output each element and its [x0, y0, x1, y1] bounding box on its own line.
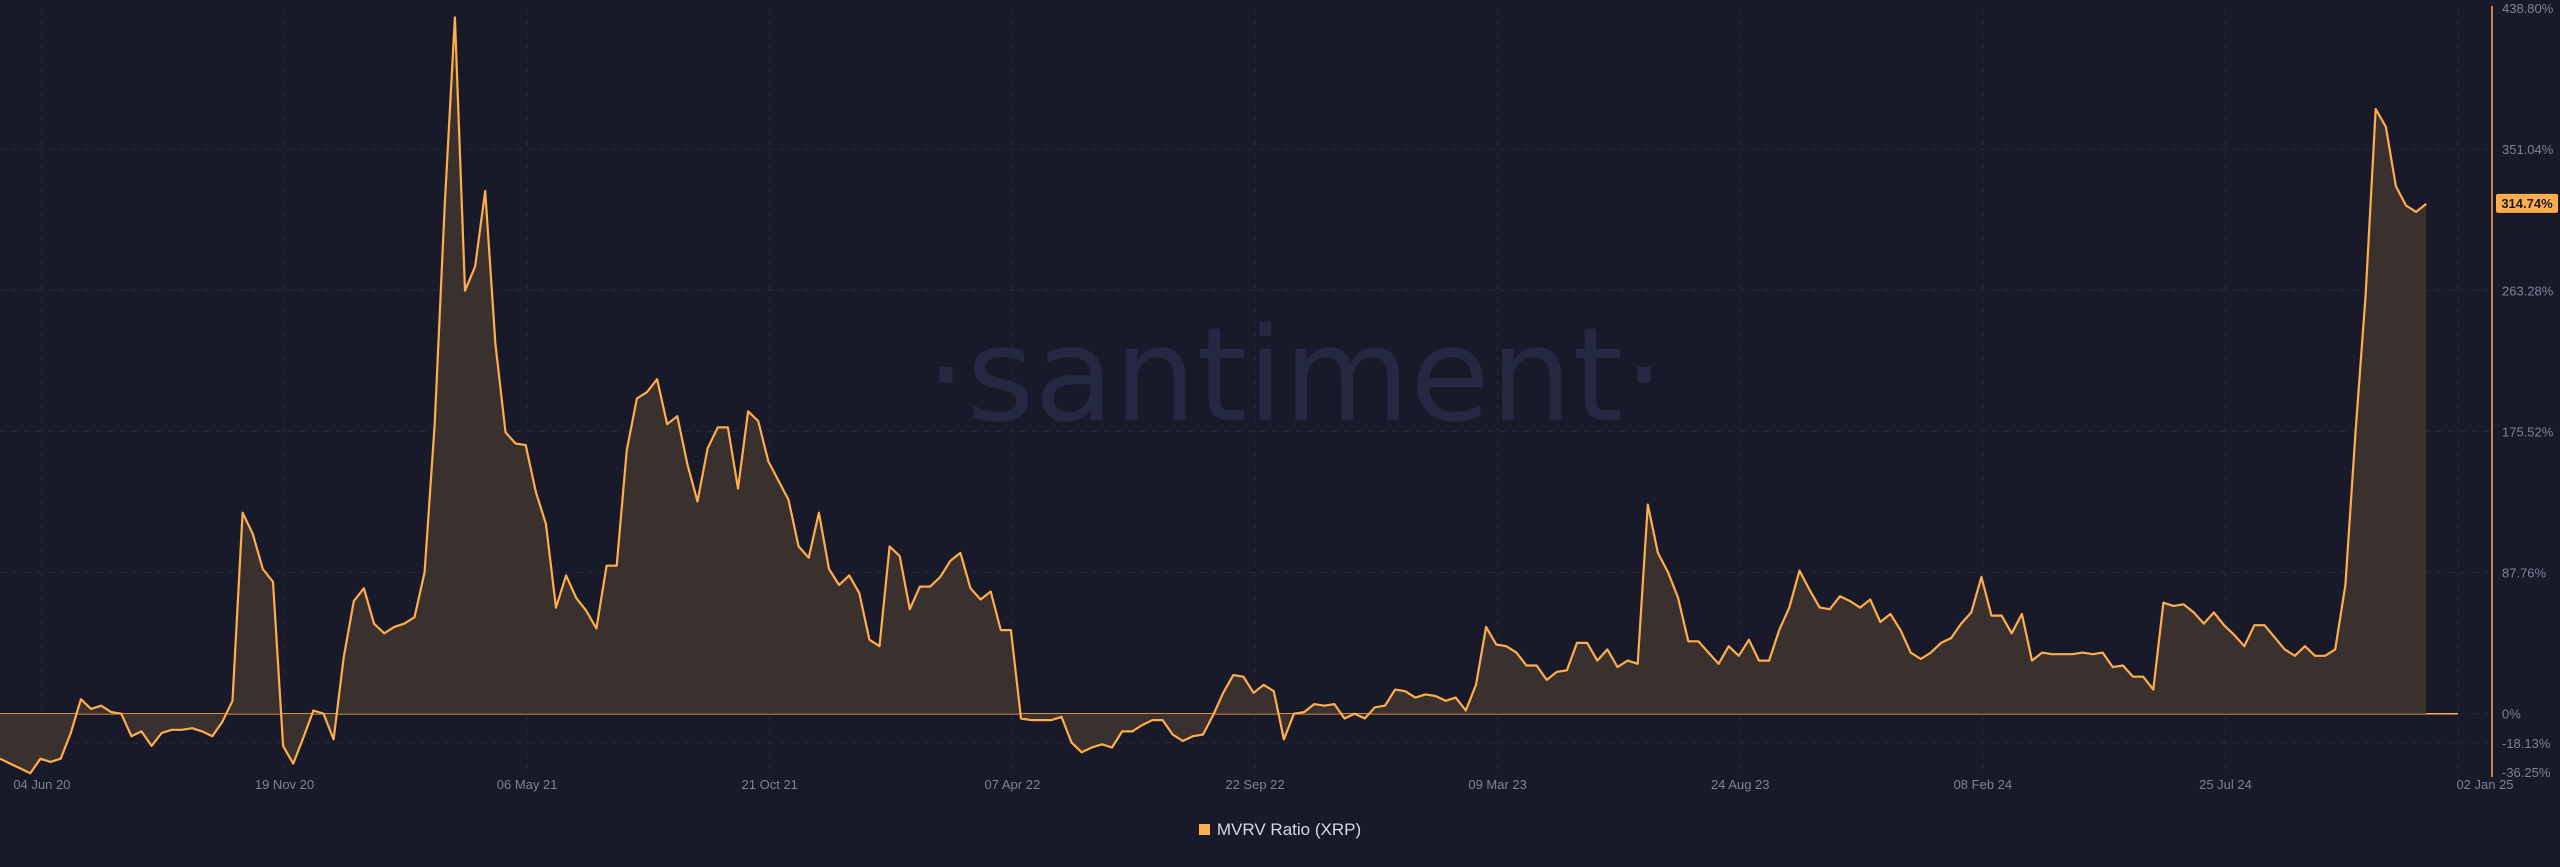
- mvrv-line[interactable]: [0, 16, 2427, 775]
- y-tick-label: -36.25%: [2502, 765, 2551, 780]
- x-tick-label: 19 Nov 20: [255, 777, 314, 792]
- last-value-label: 314.74%: [2501, 196, 2553, 211]
- y-tick-label: 87.76%: [2502, 566, 2547, 581]
- last-value-badge: 314.74%: [2496, 193, 2558, 213]
- y-axis-ticks: 438.80% 351.04% 263.28% 175.52% 87.76% 0% -18.…: [2502, 1, 2554, 780]
- x-tick-label: 09 Mar 23: [1468, 777, 1527, 792]
- legend[interactable]: MVRV Ratio (XRP): [0, 820, 2560, 840]
- y-tick-label: 263.28%: [2502, 283, 2554, 298]
- x-tick-label: 22 Sep 22: [1225, 777, 1284, 792]
- x-tick-label: 07 Apr 22: [985, 777, 1041, 792]
- y-tick-label: 351.04%: [2502, 142, 2554, 157]
- y-tick-label: 175.52%: [2502, 424, 2554, 439]
- y-tick-label: 438.80%: [2502, 1, 2554, 16]
- mvrv-area-fill: [0, 17, 2427, 774]
- legend-label: MVRV Ratio (XRP): [1216, 820, 1362, 839]
- legend-swatch: [1198, 824, 1210, 835]
- x-tick-label: 21 Oct 21: [742, 777, 798, 792]
- y-tick-label: 0%: [2502, 707, 2521, 722]
- y-tick-label: -18.13%: [2502, 736, 2551, 751]
- x-tick-label: 08 Feb 24: [1954, 777, 2013, 792]
- watermark: ·santiment·: [925, 299, 1665, 451]
- x-tick-label: 24 Aug 23: [1711, 777, 1770, 792]
- x-tick-label: 06 May 21: [497, 777, 558, 792]
- x-axis-ticks: 04 Jun 20 19 Nov 20 06 May 21 21 Oct 21 07 A…: [13, 777, 2513, 792]
- x-tick-label: 25 Jul 24: [2199, 777, 2252, 792]
- x-tick-label: 02 Jan 25: [2456, 777, 2513, 792]
- x-tick-label: 04 Jun 20: [13, 777, 70, 792]
